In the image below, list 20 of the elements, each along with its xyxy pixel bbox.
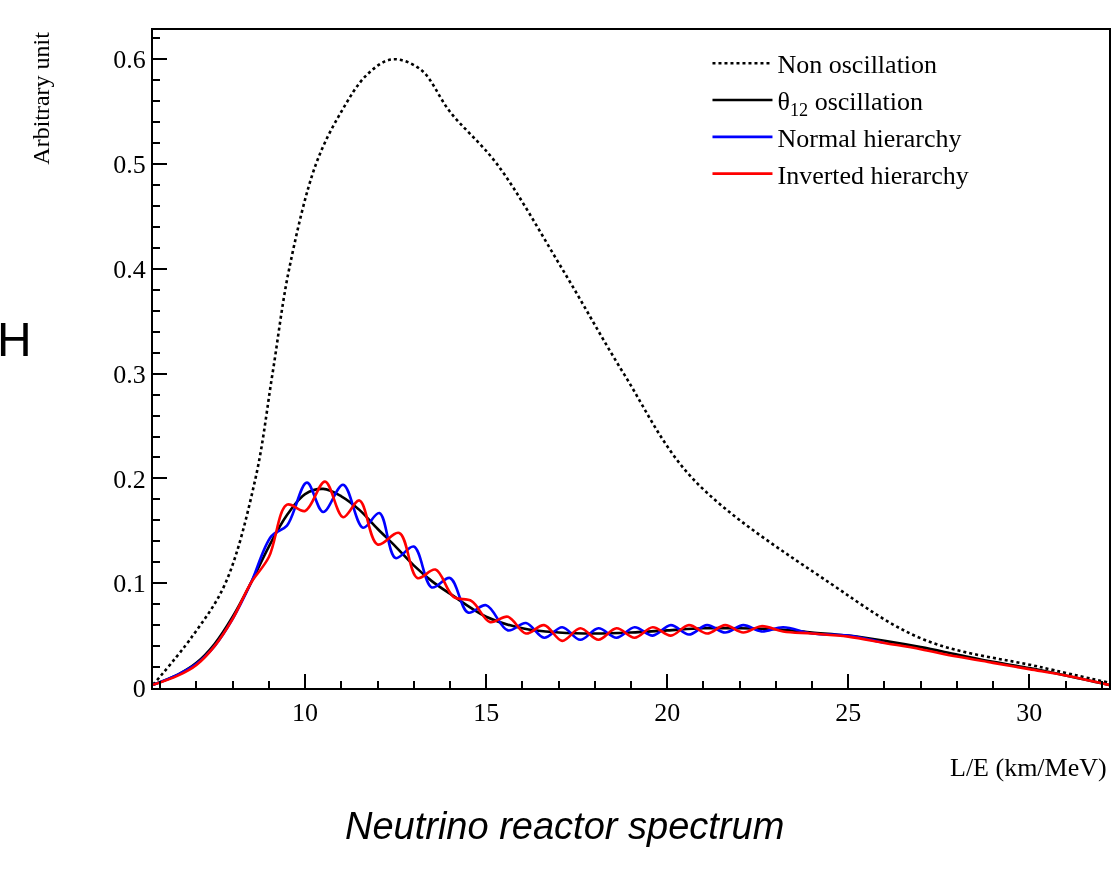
x-tick-label: 25 bbox=[835, 698, 862, 728]
legend-label: Inverted hierarchy bbox=[777, 160, 969, 190]
y-tick-label: 0.6 bbox=[113, 45, 146, 75]
x-axis-title: L/E (km/MeV) bbox=[950, 753, 1107, 782]
y-tick-label: 0.3 bbox=[113, 359, 146, 389]
x-tick-label: 20 bbox=[654, 698, 681, 728]
x-tick-label: 15 bbox=[473, 698, 500, 728]
y-tick-label: 0 bbox=[132, 674, 146, 704]
x-tick-label: 10 bbox=[292, 698, 319, 728]
legend-label: Normal hierarchy bbox=[777, 124, 962, 154]
text: H bbox=[0, 313, 32, 366]
legend-label: Non oscillation bbox=[777, 50, 938, 80]
y-tick-label: 0.5 bbox=[113, 150, 146, 180]
y-tick-label: 0.4 bbox=[113, 254, 146, 284]
x-tick-label: 30 bbox=[1016, 698, 1043, 728]
y-tick-label: 0.1 bbox=[113, 569, 146, 599]
y-axis-title: Arbitrary unit bbox=[27, 31, 54, 165]
y-tick-label: 0.2 bbox=[113, 464, 146, 494]
legend-label: θ$_{12}$ oscillation bbox=[777, 87, 923, 120]
text: Neutrino reactor spectrum bbox=[345, 805, 785, 847]
